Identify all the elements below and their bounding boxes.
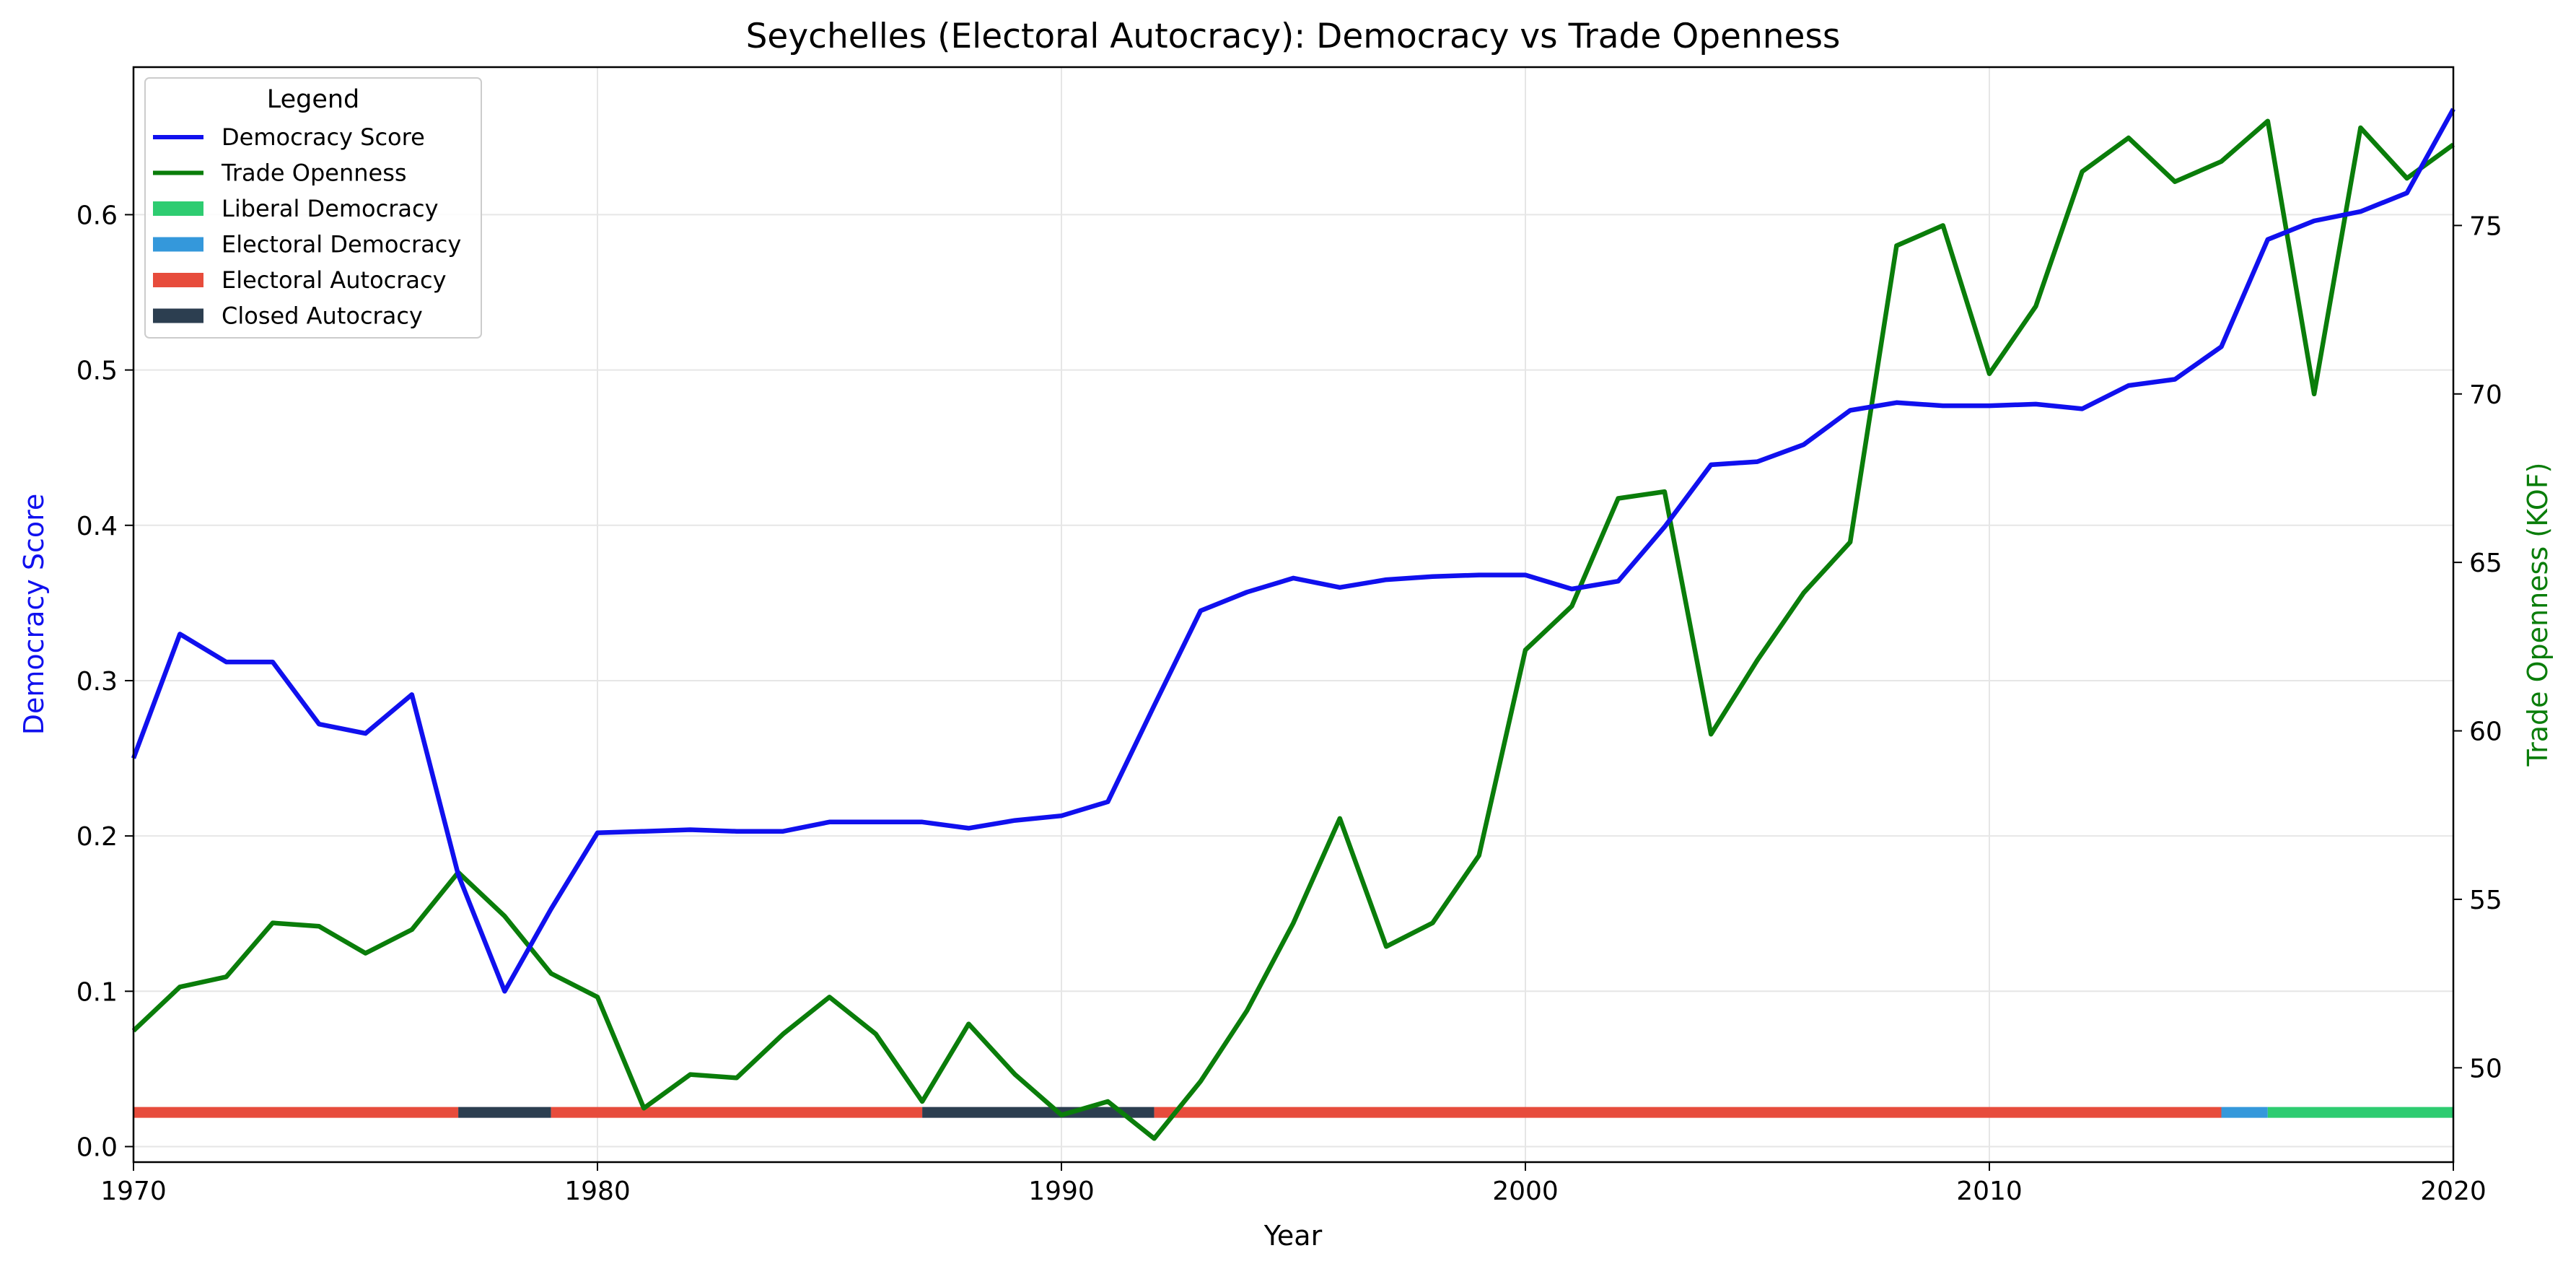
legend-swatch-electoral-democracy [153, 237, 203, 252]
legend-label-electoral-autocracy: Electoral Autocracy [222, 266, 447, 294]
legend-swatch-closed-autocracy [153, 308, 203, 323]
y-axis-left-label: Democracy Score [18, 494, 50, 736]
plot-frame [132, 66, 2455, 1164]
y-left-tick-label: 0.0 [76, 1133, 118, 1162]
legend-swatch-electoral-autocracy [153, 273, 203, 287]
y-left-tick-label: 0.3 [76, 667, 118, 697]
y-axis-right-label: Trade Openness (KOF) [2522, 462, 2554, 767]
legend-label-democracy-score: Democracy Score [222, 123, 425, 151]
y-axis-right: 50 55 60 65 70 75 [2453, 211, 2502, 1083]
legend-title: Legend [267, 85, 360, 114]
y-right-tick-label: 50 [2469, 1054, 2502, 1083]
y-right-tick-label: 70 [2469, 380, 2502, 410]
legend-label-liberal-democracy: Liberal Democracy [222, 195, 439, 222]
legend-frame [144, 77, 482, 339]
legend-items: Democracy Score Trade Openness Liberal Dem… [153, 123, 461, 330]
legend-label-electoral-democracy: Electoral Democracy [222, 231, 461, 258]
x-axis-label: Year [1263, 1220, 1323, 1252]
y-left-tick-label: 0.2 [76, 822, 118, 852]
legend: Legend Democracy Score Trade Openness Libe… [144, 77, 482, 339]
x-tick-label: 2020 [2420, 1177, 2487, 1206]
series-lines [131, 108, 2455, 1141]
y-left-tick-label: 0.4 [76, 512, 118, 541]
y-axis-left: 0.0 0.1 0.2 0.3 0.4 0.5 0.6 [76, 201, 133, 1162]
y-left-tick-label: 0.1 [76, 977, 118, 1007]
y-right-tick-label: 60 [2469, 717, 2502, 747]
x-tick-label: 1990 [1028, 1177, 1095, 1206]
gridlines [133, 67, 2454, 1162]
x-tick-label: 1970 [100, 1177, 167, 1206]
y-left-tick-label: 0.5 [76, 357, 118, 386]
y-left-tick-label: 0.6 [76, 201, 118, 230]
legend-label-trade-openness: Trade Openness [221, 160, 407, 187]
x-tick-label: 2010 [1956, 1177, 2023, 1206]
chart-title: Seychelles (Electoral Autocracy): Democr… [746, 17, 1841, 56]
x-axis: 1970 1980 1990 2000 2010 2020 [100, 1162, 2487, 1206]
y-right-tick-label: 55 [2469, 886, 2502, 915]
x-tick-label: 2000 [1492, 1177, 1559, 1206]
legend-swatch-liberal-democracy [153, 201, 203, 216]
x-tick-label: 1980 [564, 1177, 631, 1206]
y-right-tick-label: 65 [2469, 549, 2502, 578]
trade-openness-line [131, 118, 2455, 1141]
y-right-tick-label: 75 [2469, 211, 2502, 241]
democracy-score-line [131, 108, 2455, 994]
legend-label-closed-autocracy: Closed Autocracy [222, 302, 423, 330]
